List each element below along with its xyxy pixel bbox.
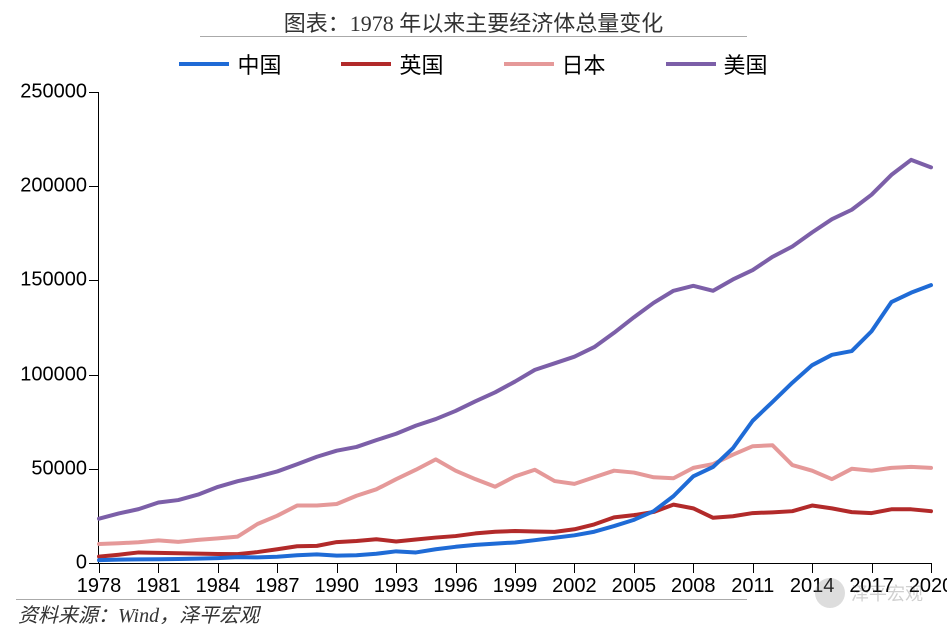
x-axis-label: 1984 xyxy=(196,563,241,598)
watermark-text: 泽平宏观 xyxy=(851,580,923,606)
chart-container: 图表：1978 年以来主要经济体总量变化 中国 英国 日本 美国 0500001000… xyxy=(0,0,947,636)
x-axis-label: 2005 xyxy=(612,563,657,598)
watermark-icon xyxy=(815,578,845,608)
legend-item: 美国 xyxy=(666,48,768,80)
series-line xyxy=(99,160,931,519)
legend-label: 日本 xyxy=(562,48,606,80)
y-axis-label: 250000 xyxy=(20,81,99,104)
series-line xyxy=(99,285,931,560)
x-axis-label: 1978 xyxy=(77,563,122,598)
legend-label: 中国 xyxy=(237,48,281,80)
legend-swatch xyxy=(504,62,554,66)
legend-swatch xyxy=(666,62,716,66)
x-axis-label: 1999 xyxy=(493,563,538,598)
x-axis-label: 1990 xyxy=(314,563,359,598)
y-axis-label: 100000 xyxy=(20,363,99,386)
source-text: 资料来源：Wind，泽平宏观 xyxy=(18,599,259,628)
x-axis-label: 2002 xyxy=(552,563,597,598)
title-underline xyxy=(200,36,747,37)
x-axis-label: 1993 xyxy=(374,563,419,598)
y-axis-label: 200000 xyxy=(20,175,99,198)
legend-item: 日本 xyxy=(504,48,606,80)
watermark: 泽平宏观 xyxy=(815,578,923,608)
y-axis-label: 50000 xyxy=(31,457,99,480)
legend-swatch xyxy=(179,62,229,66)
x-axis-label: 1996 xyxy=(433,563,478,598)
legend-item: 英国 xyxy=(341,48,443,80)
chart-title: 图表：1978 年以来主要经济体总量变化 xyxy=(284,6,664,38)
x-axis-label: 1987 xyxy=(255,563,300,598)
x-axis-label: 1981 xyxy=(136,563,181,598)
plot-area: 0500001000001500002000002500001978198119… xyxy=(98,92,931,564)
x-axis-label: 2008 xyxy=(671,563,716,598)
legend-item: 中国 xyxy=(179,48,281,80)
series-line xyxy=(99,505,931,557)
y-axis-label: 150000 xyxy=(20,269,99,292)
legend-label: 美国 xyxy=(724,48,768,80)
legend-label: 英国 xyxy=(399,48,443,80)
legend: 中国 英国 日本 美国 xyxy=(0,48,947,80)
x-axis-label: 2011 xyxy=(731,563,774,598)
line-paths xyxy=(99,92,931,563)
legend-swatch xyxy=(341,62,391,66)
